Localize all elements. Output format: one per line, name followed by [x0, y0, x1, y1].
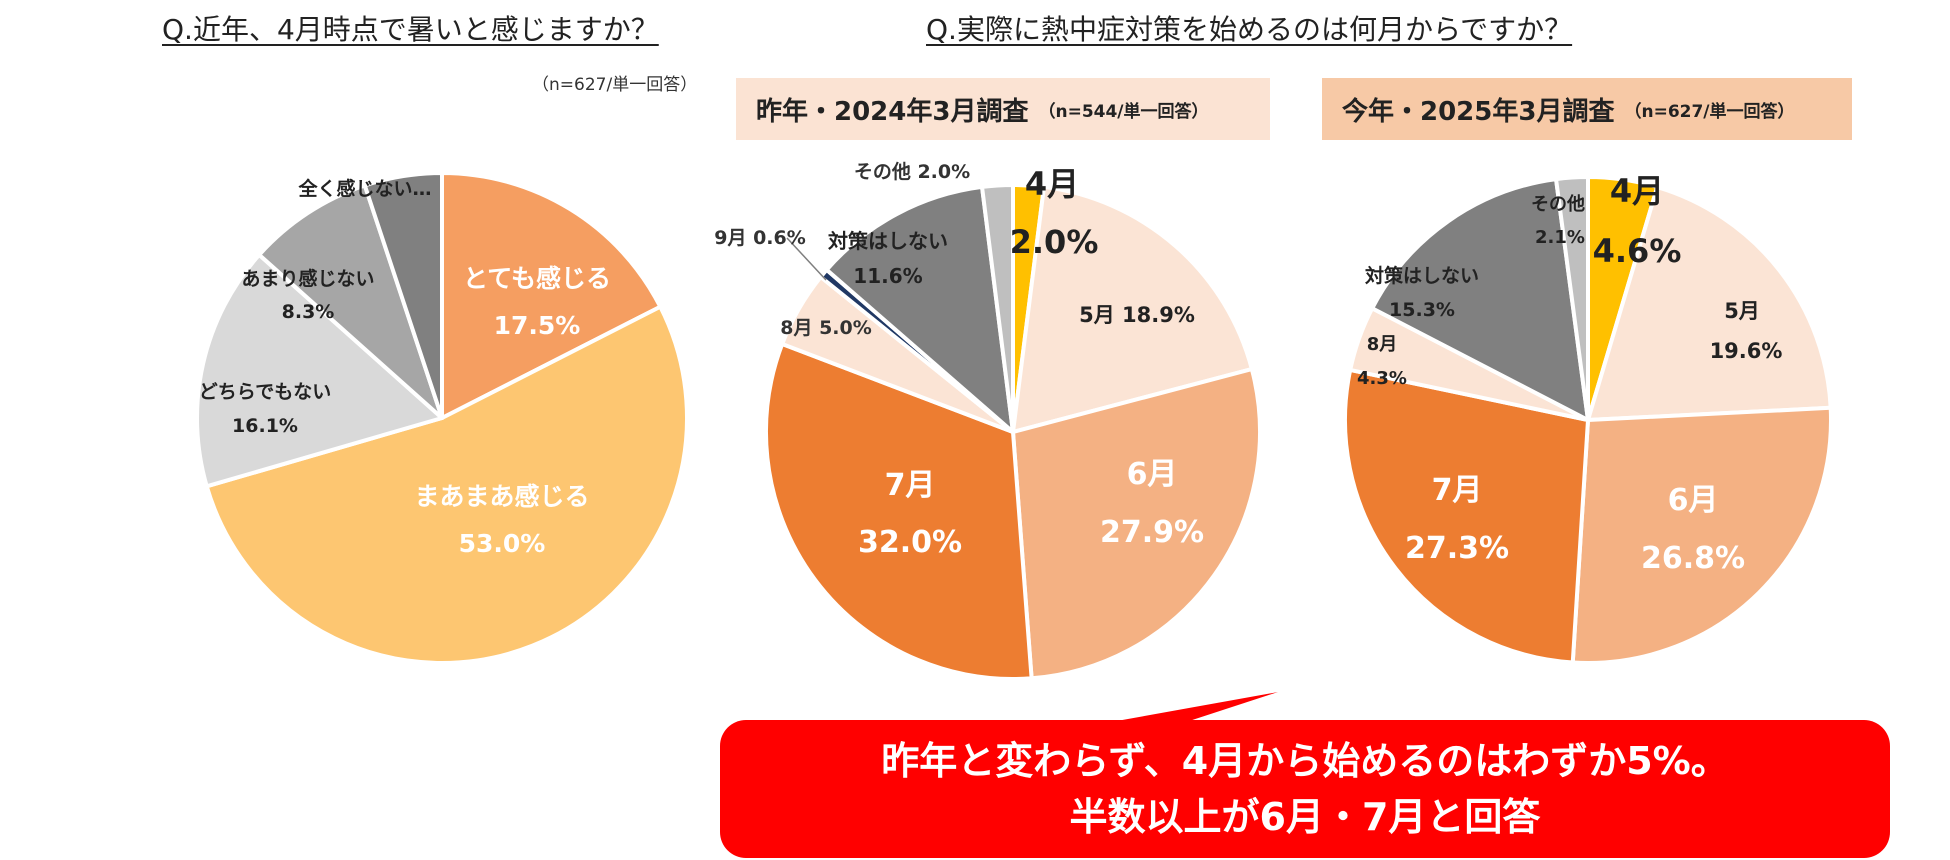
pie-y2025-label-pct-4: 4.3%	[1357, 368, 1407, 389]
pie-y2025-label-name-5: 対策はしない	[1364, 264, 1479, 287]
pie-y2024-label-pct-2: 27.9%	[1100, 515, 1204, 550]
pie-q1-label-pct-0: 17.5%	[494, 311, 581, 340]
pie-y2024-slice-2	[1011, 367, 1263, 681]
pie-y2024-label-pct-0: 2.0%	[1010, 223, 1099, 261]
pie-chart-q1: とても感じる 17.5% まあまあ感じる 53.0% どちらでもない 16.1% あまり感じ…	[195, 171, 689, 665]
pie-y2025-label-name-6: その他	[1531, 193, 1585, 215]
pie-q1-label-pct-3: 8.3%	[282, 301, 335, 323]
pie-y2025-label-pct-0: 4.6%	[1593, 232, 1682, 270]
pie-y2025-slice-1	[1586, 185, 1833, 422]
pie-y2025-label-name-1: 5月	[1724, 299, 1760, 323]
pie-y2024-label-name-0: 4月	[1025, 165, 1079, 203]
pie-y2025-label-name-0: 4月	[1610, 172, 1664, 210]
pie-y2025-slice-5	[1370, 177, 1590, 422]
pie-y2024-label-name-6: 対策はしない	[827, 229, 948, 253]
pie-q1-slice-0	[440, 171, 663, 420]
survey-header-2025: 今年・2025年3月調査 （n=627/単一回答）	[1322, 78, 1852, 140]
pie-q1-label-pct-1: 53.0%	[459, 529, 546, 558]
q2-title: Q.実際に熱中症対策を始めるのは何月からですか？	[926, 13, 1573, 46]
pie-chart-y2025: 4月 4.6% 5月 19.6% 6月 26.8% 7月 27.3% 8月 4.3% 対策はしない 1…	[1342, 172, 1833, 665]
pie-y2025-slice-6	[1554, 174, 1590, 422]
pie-y2025-label-name-3: 7月	[1432, 473, 1483, 508]
pie-y2024-label-name-2: 6月	[1127, 457, 1178, 492]
pie-y2025-label-pct-6: 2.1%	[1535, 227, 1585, 248]
pie-q1-slice-2	[195, 252, 444, 489]
survey-header-2024: 昨年・2024年3月調査 （n=544/単一回答）	[736, 78, 1270, 140]
pie-q1-label-name-1: まあまあ感じる	[414, 482, 589, 511]
pie-q1-label-name-2: どちらでもない	[199, 381, 331, 403]
survey-header-2025-title: 今年・2025年3月調査	[1342, 96, 1615, 127]
pie-y2025-label-name-2: 6月	[1668, 483, 1719, 518]
pie-y2024-label-pct-3: 32.0%	[858, 525, 962, 560]
pie-q1-slice-1	[204, 304, 689, 665]
pie-q1-slice-4	[362, 171, 444, 420]
pie-y2024-slice-6	[824, 184, 1015, 434]
survey-header-2025-note: （n=627/単一回答）	[1624, 101, 1795, 122]
pie-q1-label-name-3: あまり感じない	[241, 267, 374, 290]
pie-y2024-slice-7	[980, 183, 1015, 434]
pie-y2025-label-name-4: 8月	[1367, 334, 1398, 355]
pie-y2025-label-pct-1: 19.6%	[1710, 339, 1783, 363]
pie-chart-y2024: 4月 2.0% 5月 18.9% 6月 27.9% 7月 32.0% 8月 5.0% 9月 0.…	[714, 160, 1263, 681]
summary-callout: 昨年と変わらず、4月から始めるのはわずか5%。 半数以上が6月・7月と回答	[720, 720, 1890, 858]
pie-y2024-slice-3	[764, 341, 1034, 681]
survey-header-2024-title: 昨年・2024年3月調査	[756, 96, 1029, 127]
pie-y2025-slice-3	[1342, 367, 1590, 665]
pie-y2025-label-pct-5: 15.3%	[1389, 299, 1455, 321]
pie-y2024-label-pct-6: 11.6%	[853, 264, 922, 288]
pie-q1-label-name-4: 全く感じない…	[297, 177, 431, 200]
pie-y2025-label-pct-2: 26.8%	[1641, 541, 1745, 576]
pie-y2024-label-7: その他 2.0%	[854, 160, 970, 183]
pie-y2025-label-pct-3: 27.3%	[1405, 531, 1509, 566]
pie-y2024-label-name-3: 7月	[885, 468, 936, 503]
pie-y2024-label-4: 8月 5.0%	[780, 317, 872, 339]
pie-y2024-leader-line-5	[786, 237, 827, 281]
pie-y2025-slice-2	[1570, 405, 1833, 665]
q1-sample-note: （n=627/単一回答）	[532, 75, 698, 95]
q1-title: Q.近年、4月時点で暑いと感じますか？	[162, 13, 659, 46]
summary-line-1: 昨年と変わらず、4月から始めるのはわずか5%。	[881, 739, 1729, 783]
summary-line-2: 半数以上が6月・7月と回答	[1069, 795, 1541, 839]
pie-q1-label-name-0: とても感じる	[463, 264, 611, 293]
pie-q1-label-pct-2: 16.1%	[232, 415, 298, 437]
survey-header-2024-note: （n=544/単一回答）	[1038, 101, 1209, 122]
pie-y2024-label-5: 9月 0.6%	[714, 227, 806, 249]
pie-q1-slice-3	[257, 183, 444, 420]
pie-y2024-label-1: 5月 18.9%	[1079, 303, 1195, 327]
pie-y2024-slice-1	[1011, 184, 1254, 434]
